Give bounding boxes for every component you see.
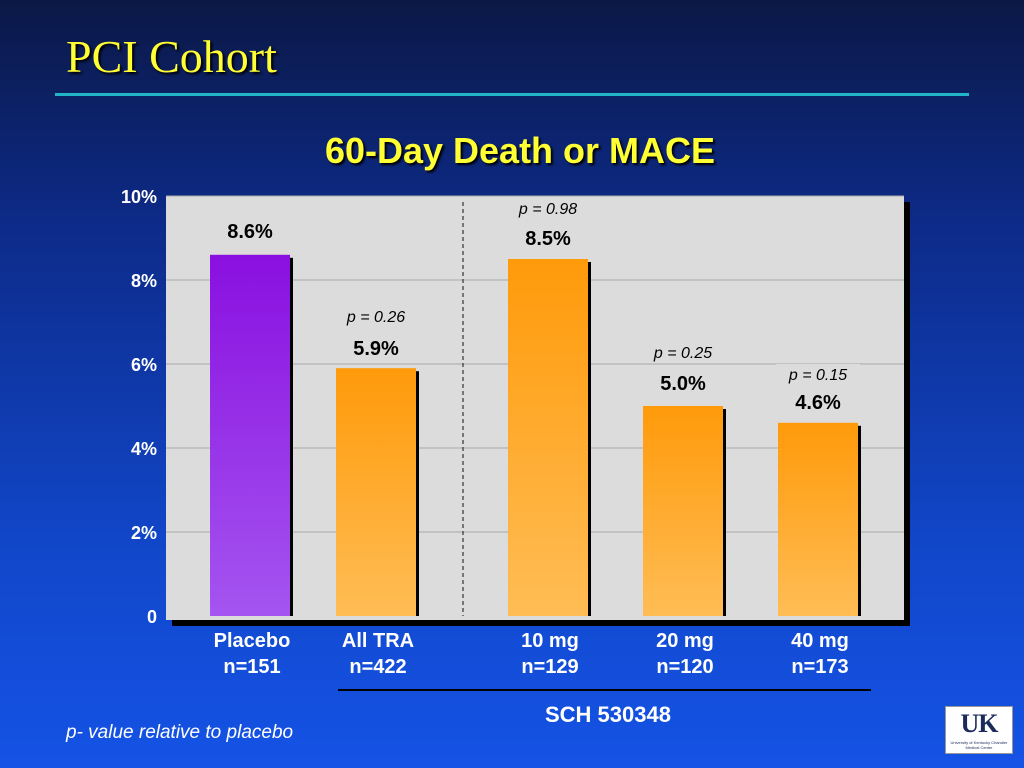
y-tick-label: 10% <box>121 187 157 207</box>
y-tick-label: 0 <box>147 607 157 627</box>
value-label: 8.6% <box>227 221 273 243</box>
logo-mark: UK <box>960 709 999 738</box>
p-value-bg <box>641 342 725 363</box>
title-divider <box>55 93 969 96</box>
x-category-label: All TRA <box>342 630 414 652</box>
bar-all-tra <box>336 368 416 616</box>
p-value-label: p = 0.25 <box>653 345 712 362</box>
bar-placebo <box>210 254 290 617</box>
x-category-n: n=120 <box>656 656 713 678</box>
group-label: SCH 530348 <box>545 702 671 727</box>
p-value-bg <box>776 364 860 385</box>
y-tick-label: 2% <box>131 523 157 543</box>
p-value-bg <box>506 198 590 219</box>
bar-40-mg <box>778 422 858 616</box>
value-label: 4.6% <box>795 392 841 414</box>
x-category-n: n=422 <box>349 656 406 678</box>
y-tick-label: 8% <box>131 271 157 291</box>
value-label: 8.5% <box>525 228 571 250</box>
value-label: 5.9% <box>353 338 399 360</box>
p-value-label: p = 0.98 <box>518 201 577 218</box>
x-category-label: 20 mg <box>656 630 714 652</box>
x-category-label: Placebo <box>214 630 291 652</box>
y-tick-label: 4% <box>131 439 157 459</box>
value-label: 5.0% <box>660 373 706 395</box>
x-category-n: n=173 <box>791 656 848 678</box>
x-category-n: n=129 <box>521 656 578 678</box>
x-category-label: 10 mg <box>521 630 579 652</box>
x-category-n: n=151 <box>223 656 280 678</box>
bar-10-mg <box>508 259 588 616</box>
chart-title: 60-Day Death or MACE <box>324 130 716 171</box>
bar-20-mg <box>643 406 723 616</box>
p-value-label: p = 0.26 <box>346 309 405 326</box>
slide-title: PCI Cohort <box>66 31 277 82</box>
logo-subtitle: University of Kentucky Chandler Medical … <box>950 740 1008 750</box>
university-logo: UK University of Kentucky Chandler Medic… <box>945 706 1013 754</box>
y-tick-label: 6% <box>131 355 157 375</box>
footnote: p- value relative to placebo <box>66 722 294 743</box>
x-category-label: 40 mg <box>791 630 849 652</box>
p-value-bg <box>334 306 418 327</box>
p-value-label: p = 0.15 <box>788 367 847 384</box>
